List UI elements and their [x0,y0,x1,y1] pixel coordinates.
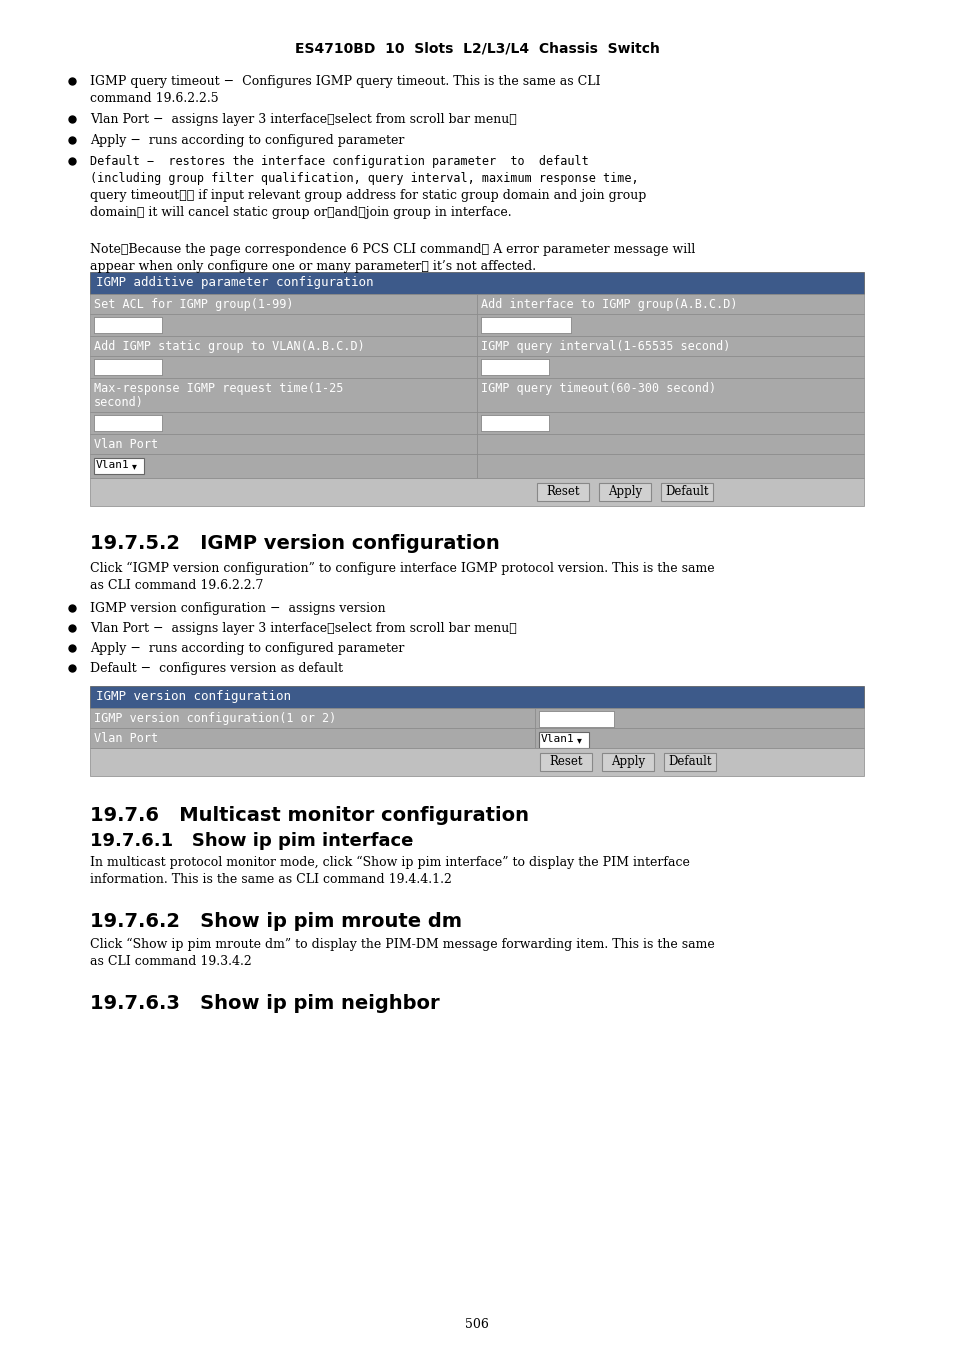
Text: 506: 506 [464,1319,489,1331]
Text: Click “Show ip pim mroute dm” to display the PIM-DM message forwarding item. Thi: Click “Show ip pim mroute dm” to display… [90,938,714,951]
Text: 19.7.6   Multicast monitor configuration: 19.7.6 Multicast monitor configuration [90,807,529,825]
Text: In multicast protocol monitor mode, click “Show ip pim interface” to display the: In multicast protocol monitor mode, clic… [90,857,689,869]
Text: IGMP query timeout(60-300 second): IGMP query timeout(60-300 second) [480,382,716,394]
Text: ES4710BD  10  Slots  L2/L3/L4  Chassis  Switch: ES4710BD 10 Slots L2/L3/L4 Chassis Switc… [294,42,659,55]
Bar [660,484,712,501]
Bar [90,478,863,507]
Text: appear when only configure one or many parameter， it’s not affected.: appear when only configure one or many p… [90,259,536,273]
Text: Apply: Apply [607,485,641,499]
Bar [476,434,863,454]
Text: information. This is the same as CLI command 19.4.4.1.2: information. This is the same as CLI com… [90,873,452,886]
Bar [538,732,588,748]
Text: IGMP query timeout −  Configures IGMP query timeout. This is the same as CLI: IGMP query timeout − Configures IGMP que… [90,76,599,88]
Text: IGMP version configuration: IGMP version configuration [96,690,291,703]
Text: 19.7.6.3   Show ip pim neighbor: 19.7.6.3 Show ip pim neighbor [90,994,439,1013]
Bar [94,317,162,332]
Text: Reset: Reset [549,755,582,767]
Bar [539,753,592,771]
Text: Vlan1: Vlan1 [96,459,130,470]
Text: ▾: ▾ [577,735,581,744]
Text: as CLI command 19.3.4.2: as CLI command 19.3.4.2 [90,955,252,969]
Text: second): second) [94,396,144,409]
Bar [90,454,476,478]
Bar [90,357,476,378]
Text: Set ACL for IGMP group(1-99): Set ACL for IGMP group(1-99) [94,299,294,311]
Text: Apply: Apply [610,755,644,767]
Bar [476,454,863,478]
Bar [90,336,476,357]
Text: Click “IGMP version configuration” to configure interface IGMP protocol version.: Click “IGMP version configuration” to co… [90,562,714,576]
Text: Vlan Port: Vlan Port [94,732,158,744]
Text: Default: Default [664,485,708,499]
Bar [90,378,476,412]
Text: 19.7.6.2   Show ip pim mroute dm: 19.7.6.2 Show ip pim mroute dm [90,912,461,931]
Bar [476,412,863,434]
Text: IGMP additive parameter configuration: IGMP additive parameter configuration [96,276,374,289]
Text: Max-response IGMP request time(1-25: Max-response IGMP request time(1-25 [94,382,343,394]
Text: Add IGMP static group to VLAN(A.B.C.D): Add IGMP static group to VLAN(A.B.C.D) [94,340,364,353]
Text: Add interface to IGMP group(A.B.C.D): Add interface to IGMP group(A.B.C.D) [480,299,737,311]
Bar [476,295,863,313]
Bar [476,378,863,412]
Bar [480,415,548,431]
Bar [476,336,863,357]
Bar [90,728,535,748]
Bar [476,357,863,378]
Bar [90,295,476,313]
Text: Vlan1: Vlan1 [540,734,574,744]
Bar [476,313,863,336]
Text: Default −  restores the interface configuration parameter  to  default: Default − restores the interface configu… [90,155,588,168]
Bar [537,484,588,501]
Bar [94,415,162,431]
Bar [535,708,863,728]
Bar [90,313,476,336]
Text: IGMP version configuration(1 or 2): IGMP version configuration(1 or 2) [94,712,335,725]
Text: Default −  configures version as default: Default − configures version as default [90,662,343,676]
Text: (including group filter qualification, query interval, maximum response time,: (including group filter qualification, q… [90,172,638,185]
Bar [480,359,548,376]
Text: Apply −  runs according to configured parameter: Apply − runs according to configured par… [90,134,404,147]
Text: 19.7.5.2   IGMP version configuration: 19.7.5.2 IGMP version configuration [90,534,499,553]
Text: ▾: ▾ [132,461,136,471]
Text: Vlan Port −  assigns layer 3 interface（select from scroll bar menu）: Vlan Port − assigns layer 3 interface（se… [90,113,517,126]
Bar [598,484,650,501]
Text: Vlan Port: Vlan Port [94,438,158,451]
Text: IGMP version configuration −  assigns version: IGMP version configuration − assigns ver… [90,603,385,615]
Bar [90,708,535,728]
Bar [90,686,863,708]
Bar [601,753,654,771]
Bar [535,728,863,748]
Text: Reset: Reset [546,485,579,499]
Text: query timeout）， if input relevant group address for static group domain and join: query timeout）， if input relevant group … [90,189,646,203]
Bar [663,753,716,771]
Text: IGMP query interval(1-65535 second): IGMP query interval(1-65535 second) [480,340,730,353]
Text: command 19.6.2.2.5: command 19.6.2.2.5 [90,92,218,105]
Text: Note：Because the page correspondence 6 PCS CLI command， A error parameter messag: Note：Because the page correspondence 6 P… [90,243,695,255]
Bar [90,748,863,775]
Bar [94,359,162,376]
Text: Apply −  runs according to configured parameter: Apply − runs according to configured par… [90,642,404,655]
Text: Vlan Port −  assigns layer 3 interface（select from scroll bar menu）: Vlan Port − assigns layer 3 interface（se… [90,621,517,635]
Text: 19.7.6.1   Show ip pim interface: 19.7.6.1 Show ip pim interface [90,832,413,850]
Bar [90,434,476,454]
Bar [90,272,863,295]
Bar [90,412,476,434]
Text: as CLI command 19.6.2.2.7: as CLI command 19.6.2.2.7 [90,580,263,592]
Text: Default: Default [667,755,711,767]
Text: domain， it will cancel static group or（and）join group in interface.: domain， it will cancel static group or（a… [90,205,511,219]
Bar [480,317,571,332]
Bar [94,458,144,474]
Bar [538,711,614,727]
